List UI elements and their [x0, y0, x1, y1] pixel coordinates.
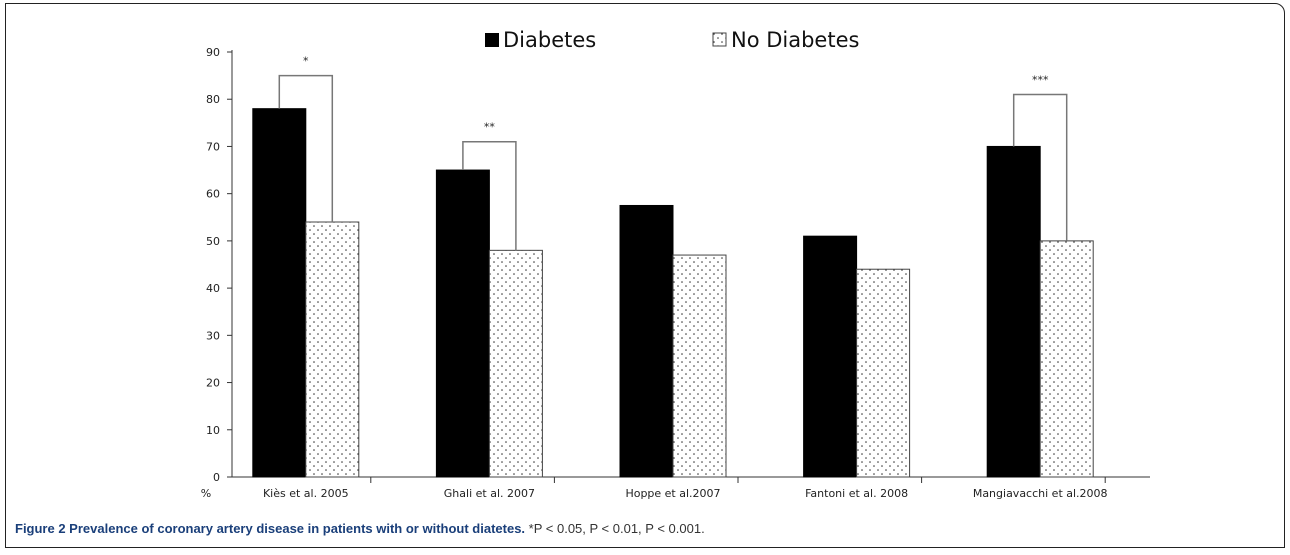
caption-title: Figure 2 Prevalence of coronary artery d…	[15, 521, 526, 536]
y-tick-label: 50	[206, 235, 220, 248]
significance-bracket	[1012, 93, 1068, 241]
caption-note: *P < 0.05, P < 0.01, P < 0.001.	[528, 521, 705, 536]
figure-caption: Figure 2 Prevalence of coronary artery d…	[15, 521, 705, 536]
significance-label: ***	[1032, 74, 1049, 87]
y-tick-label: 40	[206, 282, 220, 295]
x-tick-label: Mangiavacchi et al.2008	[973, 487, 1108, 500]
significance-bracket	[462, 140, 517, 251]
no-diabetes-bar	[305, 221, 360, 478]
no-diabetes-bar	[672, 254, 727, 478]
significance-label: *	[303, 55, 309, 68]
legend-swatch-no-diabetes	[712, 32, 727, 47]
bars	[252, 108, 1094, 478]
no-diabetes-bar	[488, 249, 543, 478]
legend: Diabetes No Diabetes	[485, 28, 859, 52]
y-axis-label: %	[201, 487, 211, 500]
y-tick-label: 30	[206, 329, 220, 342]
significance-bracket	[278, 74, 334, 222]
no-diabetes-bar	[856, 268, 911, 478]
no-diabetes-bar	[1039, 240, 1094, 478]
diabetes-bar	[619, 204, 674, 478]
y-tick-label: 20	[206, 377, 220, 390]
x-tick-label: Ghali et al. 2007	[444, 487, 535, 500]
diabetes-bar	[986, 145, 1041, 478]
y-tick-label: 70	[206, 140, 220, 153]
diabetes-bar	[435, 169, 490, 478]
y-tick-label: 60	[206, 188, 220, 201]
diabetes-bar	[252, 108, 307, 478]
y-tick-label: 80	[206, 93, 220, 106]
axes: 0 10 20 30 40 50 60 70 80 90% Kiès et al. 2005 Ghal…	[201, 46, 1150, 500]
y-tick-label: 0	[213, 471, 220, 484]
x-tick-label: Kiès et al. 2005	[263, 487, 349, 500]
significance-brackets: ******	[278, 55, 1068, 251]
y-tick-label: 10	[206, 424, 220, 437]
y-tick-label: 90	[206, 46, 220, 59]
legend-swatch-diabetes	[485, 33, 499, 47]
bar-chart: 0 10 20 30 40 50 60 70 80 90% Kiès et al. 2005 Ghal…	[201, 28, 1150, 500]
x-tick-label: Hoppe et al.2007	[625, 487, 720, 500]
significance-label: **	[484, 121, 496, 134]
legend-label-no-diabetes: No Diabetes	[731, 28, 859, 52]
legend-label-diabetes: Diabetes	[503, 28, 596, 52]
x-tick-label: Fantoni et al. 2008	[805, 487, 908, 500]
diabetes-bar	[803, 235, 858, 478]
